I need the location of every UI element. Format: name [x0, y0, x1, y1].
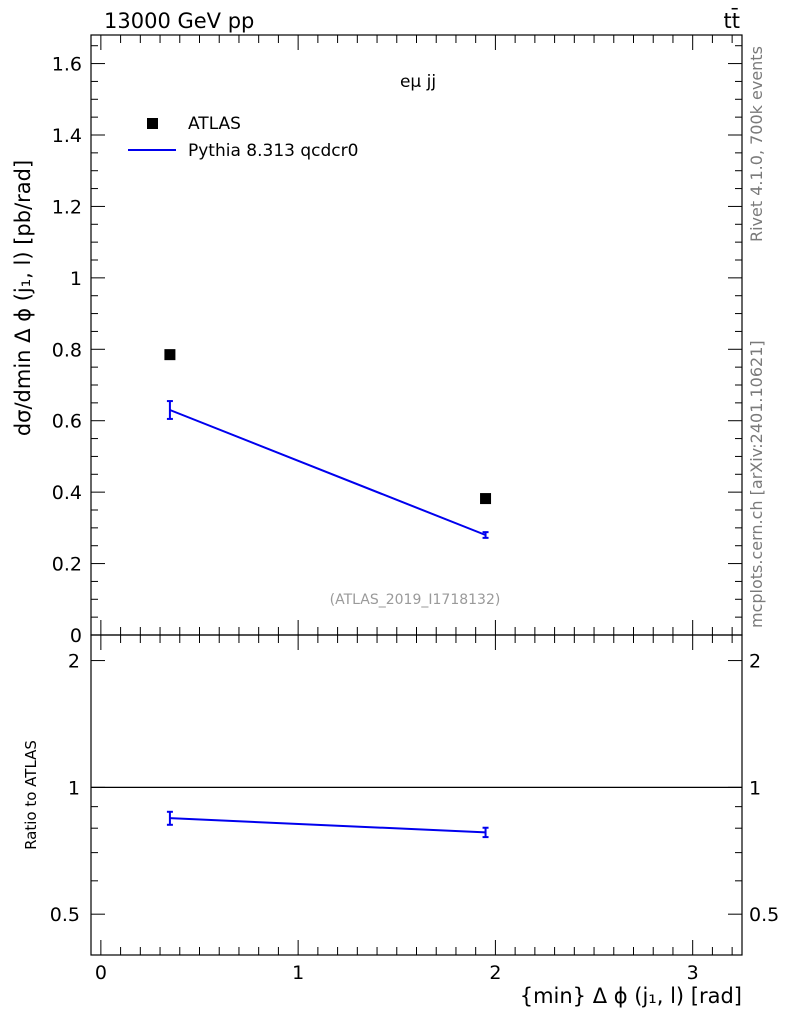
x-tick-label: 1 — [292, 962, 304, 984]
energy-label: 13000 GeV pp — [104, 9, 254, 33]
main-plot-title: eμ jj — [400, 72, 436, 92]
legend-pythia-label: Pythia 8.313 qcdcr0 — [188, 141, 358, 161]
rivet-label: Rivet 4.1.0, 700k events — [747, 46, 766, 242]
main-y-tick-label: 0.2 — [52, 554, 82, 576]
main-y-tick-label: 1.4 — [52, 125, 82, 147]
main-y-tick-label: 0 — [70, 625, 82, 647]
x-axis-label: {min} Δ ϕ (j₁, l) [rad] — [520, 984, 742, 1008]
main-y-tick-label: 0.8 — [52, 339, 82, 361]
ratio-pythia-line — [169, 817, 486, 834]
main-x-minor-ticks — [100, 35, 733, 635]
main-plot-panel: 0 0.2 0.4 0.6 0.8 1 1.2 1.4 1.6 dσ/dmin Δ ϕ (j₁,… — [11, 34, 743, 647]
ratio-x-axis: 0 1 2 3 — [95, 635, 733, 984]
ratio-y-tick-label: 1 — [68, 777, 80, 799]
legend-atlas-marker — [147, 118, 158, 129]
main-y-axis: 0 0.2 0.4 0.6 0.8 1 1.2 1.4 1.6 — [52, 45, 742, 647]
main-y-tick-label: 1 — [70, 268, 82, 290]
ratio-y-tick-label: 0.5 — [50, 904, 80, 926]
x-tick-label: 3 — [687, 962, 699, 984]
ratio-y-tick-label-right: 2 — [749, 651, 761, 673]
pythia-line — [169, 409, 486, 536]
ratio-frame — [90, 634, 743, 956]
atlas-data-point — [480, 493, 492, 505]
mcplots-label: mcplots.cern.ch [arXiv:2401.10621] — [747, 340, 766, 628]
process-label: tt̄ — [724, 8, 740, 33]
main-y-tick-label: 0.6 — [52, 411, 82, 433]
x-tick-label: 0 — [95, 962, 107, 984]
ratio-y-tick-label-right: 1 — [749, 777, 761, 799]
ratio-y-axis: 0.5 0.5 1 1 2 2 — [50, 651, 779, 956]
main-data-layer — [164, 349, 492, 539]
main-y-axis-label: dσ/dmin Δ ϕ (j₁, l) [pb/rad] — [11, 160, 35, 436]
ratio-data-layer — [91, 786, 742, 839]
main-y-tick-label: 1.2 — [52, 196, 82, 218]
main-y-tick-label: 1.6 — [52, 54, 82, 76]
legend: ATLAS Pythia 8.313 qcdcr0 — [128, 114, 358, 161]
source-annotation: (ATLAS_2019_I1718132) — [330, 592, 501, 608]
ratio-y-axis-label: Ratio to ATLAS — [22, 740, 40, 850]
ratio-y-tick-label: 2 — [68, 651, 80, 673]
main-y-tick-label: 0.4 — [52, 482, 82, 504]
ratio-plot-panel: 0.5 0.5 1 1 2 2 0 1 2 3 Ratio to ATLAS {min} Δ ϕ… — [22, 634, 779, 1008]
atlas-data-point — [164, 349, 176, 361]
ratio-y-tick-label-right: 0.5 — [749, 904, 779, 926]
x-tick-label: 2 — [489, 962, 501, 984]
legend-atlas-label: ATLAS — [188, 114, 241, 134]
